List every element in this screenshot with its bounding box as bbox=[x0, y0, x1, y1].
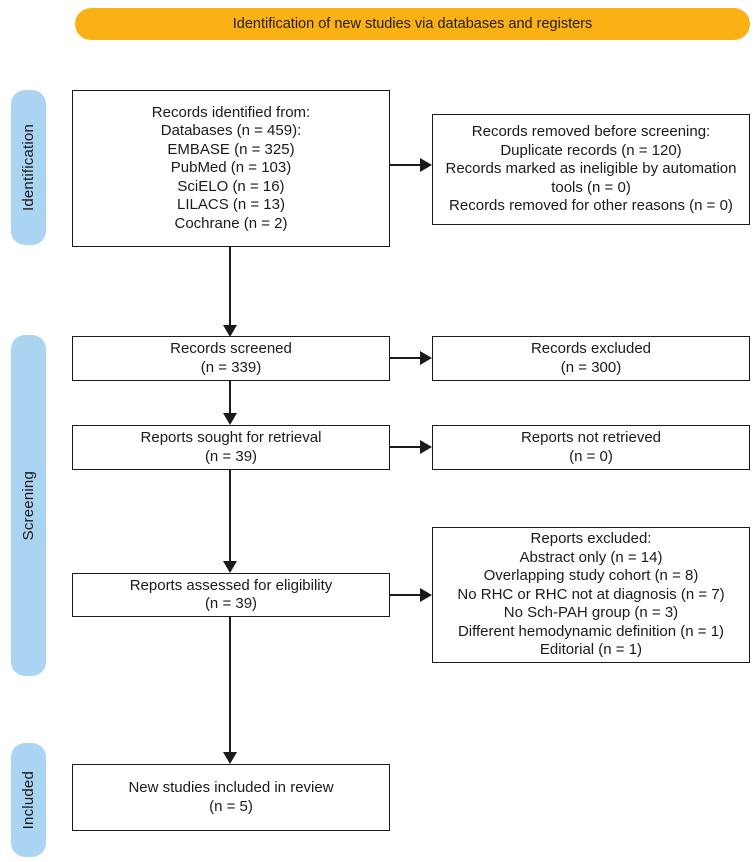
arrow-line-assessed-to-excluded bbox=[390, 594, 421, 596]
arrow-head-assessed-to-included bbox=[223, 752, 237, 764]
stage-label-identification: Identification bbox=[20, 123, 37, 212]
box-text-line: EMBASE (n = 325) bbox=[167, 140, 295, 158]
stage-label-included: Included bbox=[20, 770, 37, 830]
box-records-identified: Records identified from: Databases (n = 4… bbox=[72, 90, 390, 247]
box-text-line: Records removed before screening: bbox=[471, 123, 711, 141]
banner-identification-of-new-studies: Identification of new studies via databa… bbox=[75, 8, 750, 40]
box-text-line: (n = 339) bbox=[200, 358, 262, 376]
banner-label: Identification of new studies via databa… bbox=[232, 16, 593, 32]
box-text-line: Editorial (n = 1) bbox=[539, 641, 643, 659]
box-text-line: (n = 0) bbox=[569, 447, 613, 465]
box-text-line: PubMed (n = 103) bbox=[170, 159, 292, 177]
stage-bar-screening: Screening bbox=[11, 335, 46, 676]
arrow-line-screened-to-sought bbox=[229, 381, 231, 414]
arrow-line-sought-to-not-retrieved bbox=[390, 446, 421, 448]
arrow-line-identified-to-removed bbox=[390, 164, 421, 166]
box-text-line: Reports not retrieved bbox=[520, 429, 662, 446]
box-new-studies-included: New studies included in review (n = 5) bbox=[72, 764, 390, 831]
box-text-line: Abstract only (n = 14) bbox=[519, 548, 663, 566]
box-text-line: Reports assessed for eligibility bbox=[129, 576, 333, 594]
box-text-line: (n = 39) bbox=[204, 595, 258, 612]
arrow-head-sought-to-assessed bbox=[223, 561, 237, 573]
box-text-line: No Sch-PAH group (n = 3) bbox=[503, 604, 679, 622]
arrow-head-identified-to-removed bbox=[420, 158, 432, 172]
box-text-line: Records removed for other reasons (n = 0… bbox=[449, 197, 733, 215]
arrow-line-screened-to-excluded bbox=[390, 357, 421, 359]
arrow-line-identified-to-screened bbox=[229, 247, 231, 326]
box-text-line: (n = 5) bbox=[209, 797, 253, 815]
box-text-line: Reports sought for retrieval bbox=[140, 429, 322, 446]
box-reports-sought-for-retrieval: Reports sought for retrieval (n = 39) bbox=[72, 425, 390, 470]
arrow-head-screened-to-sought bbox=[223, 413, 237, 425]
box-text-line: Records screened bbox=[170, 340, 292, 357]
arrow-head-assessed-to-excluded bbox=[420, 588, 432, 602]
box-reports-assessed-for-eligibility: Reports assessed for eligibility (n = 39) bbox=[72, 573, 390, 617]
box-reports-excluded: Reports excluded: Abstract only (n = 14) O… bbox=[432, 527, 750, 663]
box-text-line: Records excluded bbox=[530, 340, 652, 357]
box-records-removed-before-screening: Records removed before screening: Duplica… bbox=[432, 114, 750, 225]
box-text-line: No RHC or RHC not at diagnosis (n = 7) bbox=[457, 585, 725, 603]
arrow-head-screened-to-excluded bbox=[420, 351, 432, 365]
box-text-line: Cochrane (n = 2) bbox=[174, 214, 288, 232]
box-text-line: (n = 300) bbox=[560, 358, 622, 376]
box-reports-not-retrieved: Reports not retrieved (n = 0) bbox=[432, 425, 750, 470]
box-text-line: (n = 39) bbox=[204, 447, 258, 465]
stage-bar-included: Included bbox=[11, 743, 46, 857]
box-text-line: Duplicate records (n = 120) bbox=[500, 141, 682, 159]
stage-label-screening: Screening bbox=[20, 470, 37, 541]
box-text-line: Records marked as ineligible by automati… bbox=[445, 160, 737, 196]
box-text-line: Overlapping study cohort (n = 8) bbox=[483, 567, 699, 585]
arrow-line-assessed-to-included bbox=[229, 617, 231, 753]
box-text-line: Different hemodynamic definition (n = 1) bbox=[457, 622, 725, 640]
box-text-line: SciELO (n = 16) bbox=[177, 177, 285, 195]
box-text-line: LILACS (n = 13) bbox=[177, 196, 285, 214]
box-text-line: Databases (n = 459): bbox=[160, 122, 302, 140]
arrow-head-identified-to-screened bbox=[223, 325, 237, 337]
box-text-line: New studies included in review bbox=[128, 779, 334, 796]
box-records-screened: Records screened (n = 339) bbox=[72, 336, 390, 381]
stage-bar-identification: Identification bbox=[11, 90, 46, 245]
box-text-line: Reports excluded: bbox=[530, 530, 652, 548]
box-text-line: Records identified from: bbox=[151, 103, 311, 121]
arrow-head-sought-to-not-retrieved bbox=[420, 440, 432, 454]
arrow-line-sought-to-assessed bbox=[229, 470, 231, 562]
box-records-excluded: Records excluded (n = 300) bbox=[432, 336, 750, 381]
